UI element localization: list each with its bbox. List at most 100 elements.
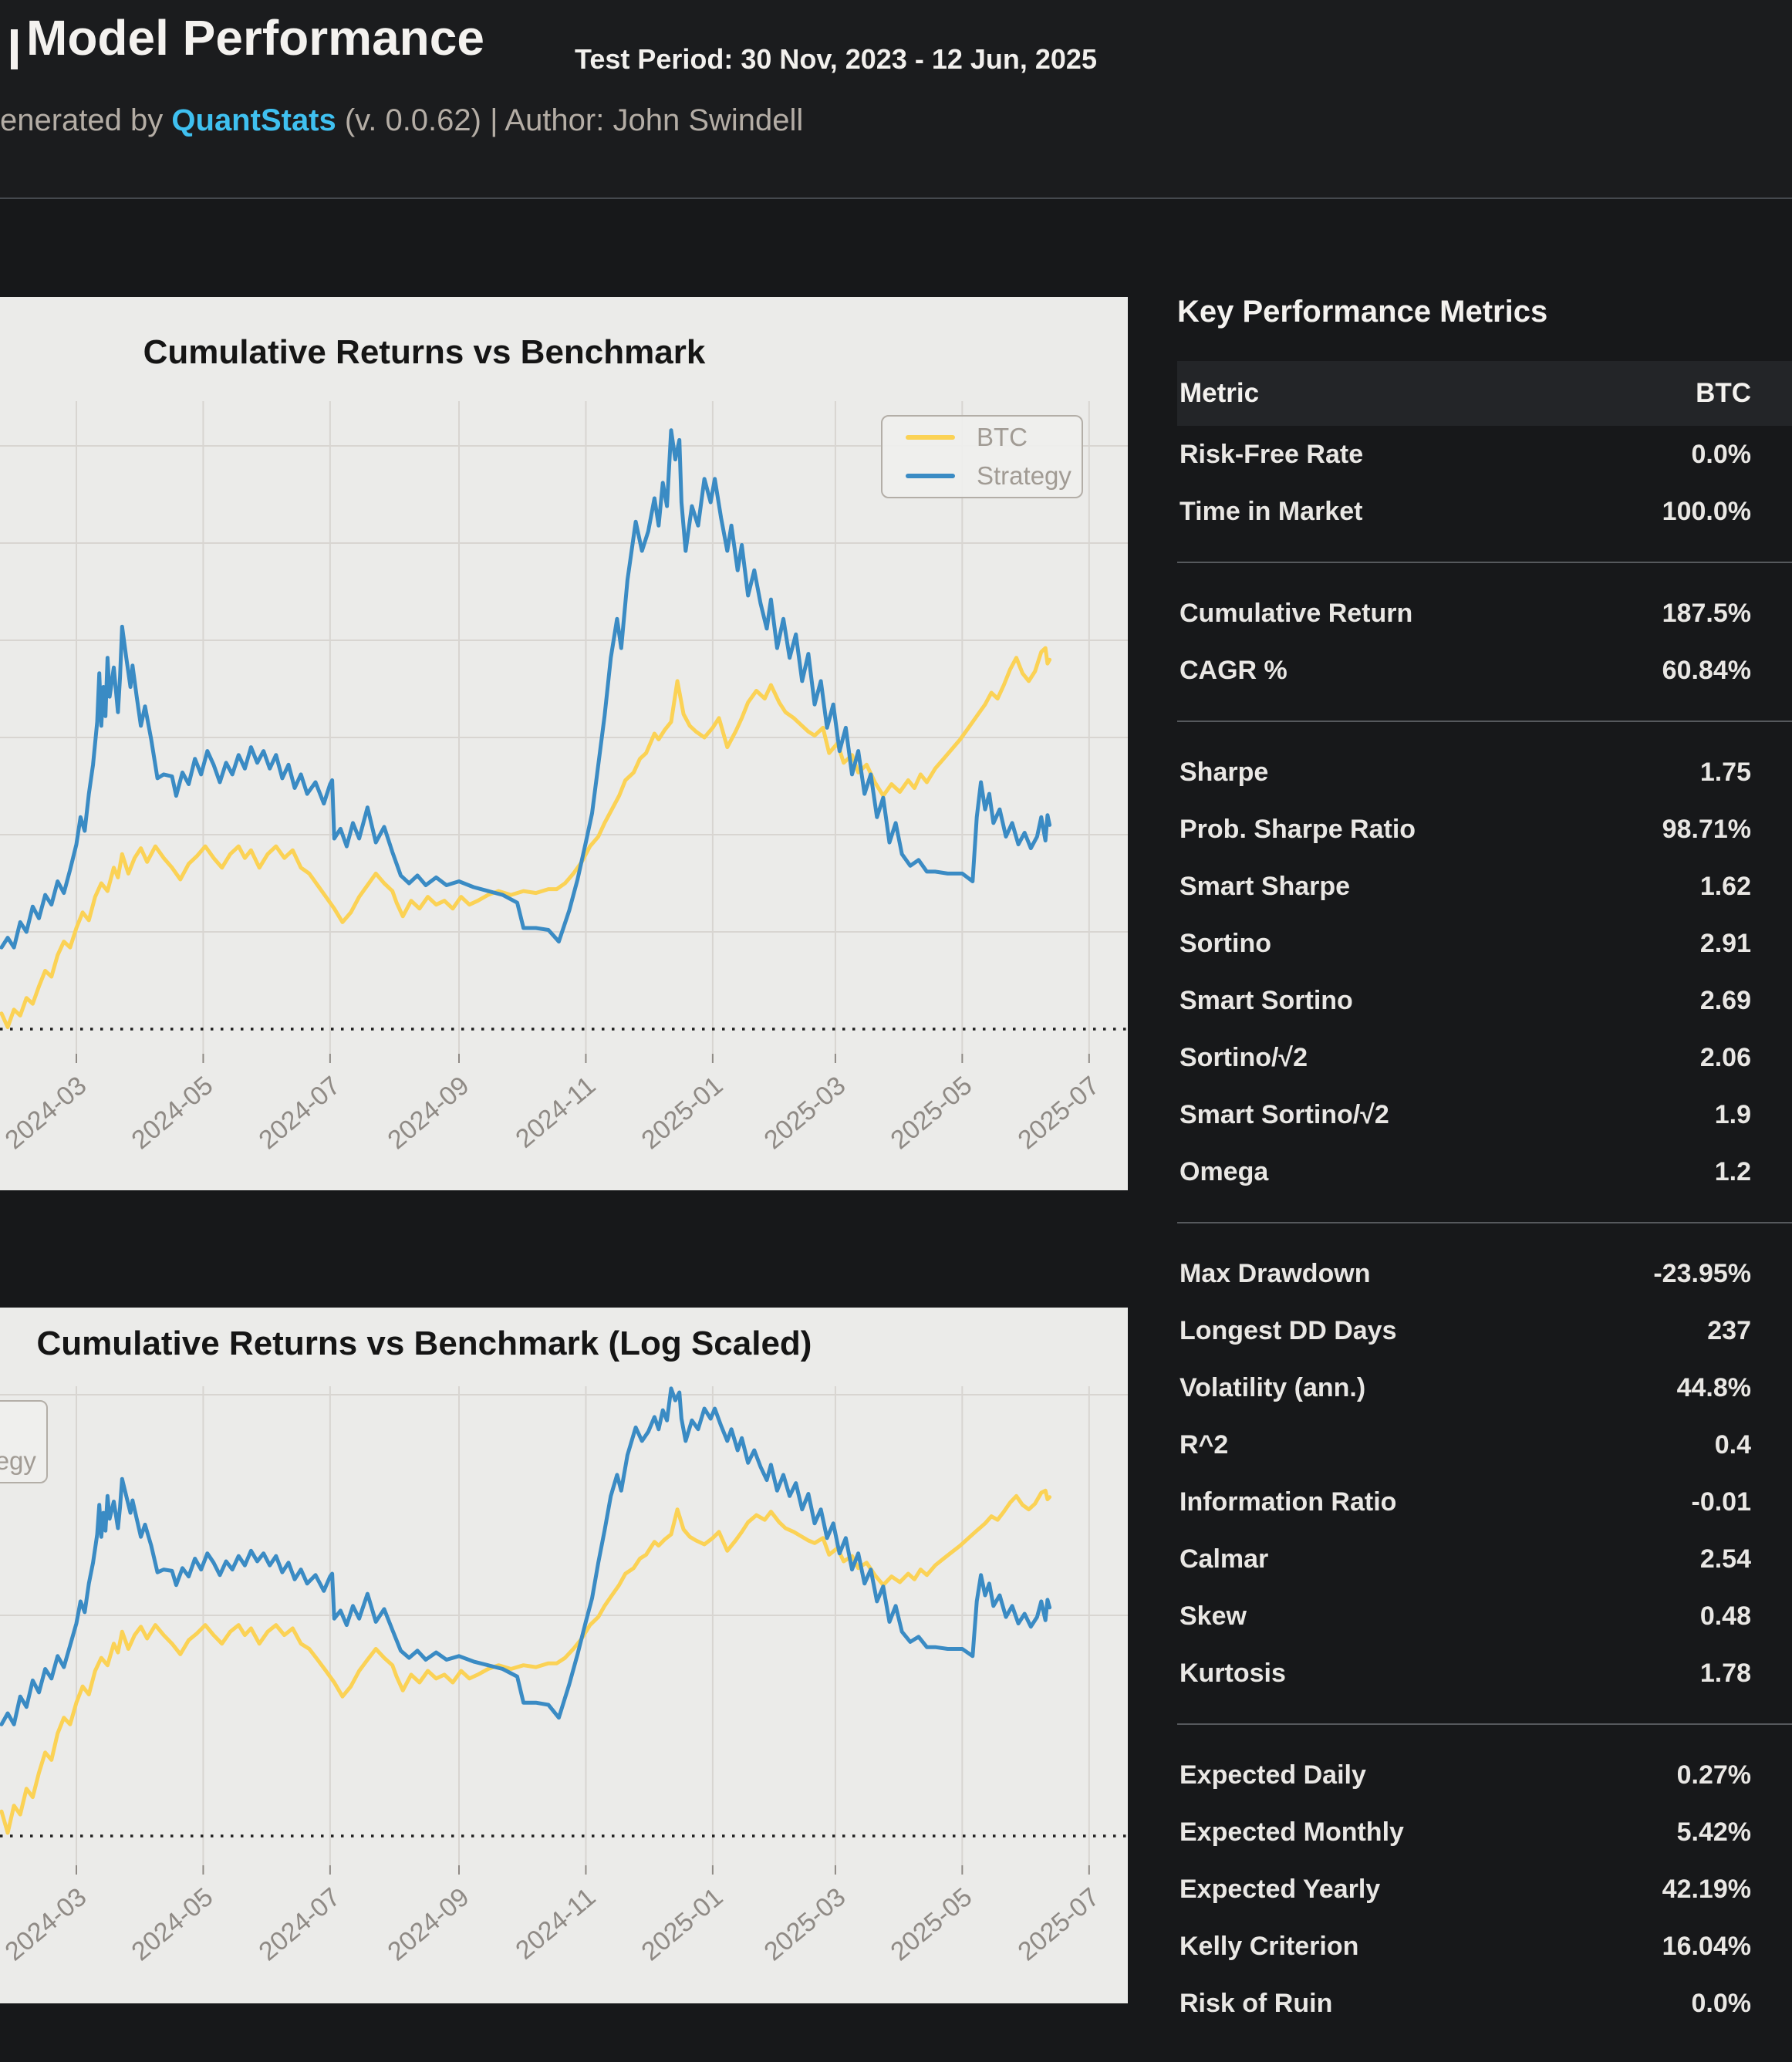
legend-item: Strategy	[883, 460, 1082, 492]
metric-row: Skew 0.48	[1177, 1588, 1792, 1645]
metric-value: 187.5%	[1662, 598, 1751, 628]
metric-row: Sortino/√2 2.06	[1177, 1029, 1792, 1086]
metric-value: 1.2	[1714, 1156, 1751, 1186]
cropped-glyph-fragment	[11, 29, 18, 69]
metric-row: Calmar 2.54	[1177, 1530, 1792, 1588]
metric-value: 0.27%	[1676, 1760, 1751, 1790]
metric-label: Sortino/√2	[1179, 1042, 1308, 1072]
metric-value: 44.8%	[1676, 1372, 1751, 1402]
column-header-benchmark: BTC	[1696, 378, 1751, 408]
legend-item: BTC	[883, 421, 1082, 454]
metric-label: Longest DD Days	[1179, 1315, 1397, 1345]
metric-row: Smart Sortino/√2 1.9	[1177, 1086, 1792, 1143]
metric-label: Prob. Sharpe Ratio	[1179, 814, 1416, 844]
metric-label: Expected Daily	[1179, 1760, 1366, 1790]
metric-row: Risk of Ruin 0.0%	[1177, 1975, 1792, 2032]
generated-by-suffix: (v. 0.0.62) | Author: John Swindell	[336, 103, 804, 137]
metric-value: 0.0%	[1691, 439, 1752, 469]
metric-value: 100.0%	[1662, 496, 1751, 526]
metric-label: Risk of Ruin	[1179, 1988, 1333, 2018]
metric-row: Longest DD Days 237	[1177, 1302, 1792, 1359]
metric-label: Kelly Criterion	[1179, 1931, 1359, 1961]
metric-label: Smart Sortino/√2	[1179, 1099, 1389, 1129]
legend-label: Strategy	[0, 1446, 36, 1475]
metrics-table-body: Risk-Free Rate 0.0% Time in Market 100.0% Cu…	[1177, 426, 1792, 2032]
metric-row: Smart Sortino 2.69	[1177, 972, 1792, 1029]
metric-row: Expected Monthly 5.42%	[1177, 1804, 1792, 1861]
quantstats-link[interactable]: QuantStats	[171, 103, 336, 137]
log-returns-chart	[0, 1386, 1128, 1875]
metric-value: 98.71%	[1662, 814, 1751, 844]
metric-row: R^2 0.4	[1177, 1416, 1792, 1473]
metric-label: Omega	[1179, 1156, 1269, 1186]
metric-row: Kurtosis 1.78	[1177, 1645, 1792, 1702]
metric-row: Expected Daily 0.27%	[1177, 1746, 1792, 1804]
legend-label: BTC	[977, 423, 1028, 451]
btc-line	[0, 1488, 1052, 1835]
metric-label: Volatility (ann.)	[1179, 1372, 1366, 1402]
metric-value: 5.42%	[1676, 1817, 1751, 1847]
metrics-table-header: Metric BTC	[1177, 361, 1792, 426]
metric-value: 0.48	[1699, 1601, 1751, 1631]
metric-label: Time in Market	[1179, 496, 1363, 526]
key-performance-metrics: Key Performance Metrics Metric BTC Risk-…	[1177, 293, 1792, 2032]
metric-row: Information Ratio -0.01	[1177, 1473, 1792, 1530]
metric-label: Smart Sortino	[1179, 985, 1353, 1015]
metric-row: Kelly Criterion 16.04%	[1177, 1918, 1792, 1975]
report-header: Model Performance Test Period: 30 Nov, 2…	[0, 0, 1792, 199]
cumulative-returns-chart	[0, 401, 1128, 1063]
strategy-line	[0, 1386, 1052, 1726]
legend-label: Strategy	[977, 461, 1071, 490]
metric-row: CAGR % 60.84%	[1177, 642, 1792, 699]
metric-label: Max Drawdown	[1179, 1258, 1371, 1288]
metric-row: Expected Yearly 42.19%	[1177, 1861, 1792, 1918]
metric-row: Volatility (ann.) 44.8%	[1177, 1359, 1792, 1416]
metric-label: Information Ratio	[1179, 1487, 1397, 1517]
legend-item: Strategy	[0, 1445, 46, 1477]
generated-by-prefix: enerated by	[0, 103, 172, 137]
metric-label: Risk-Free Rate	[1179, 439, 1364, 469]
metric-label: Smart Sharpe	[1179, 871, 1351, 901]
section-divider	[1177, 1200, 1792, 1245]
metric-label: Cumulative Return	[1179, 598, 1413, 628]
strategy-line-swatch-icon	[906, 474, 955, 478]
metric-label: CAGR %	[1179, 655, 1287, 685]
generated-by-line: enerated by QuantStats (v. 0.0.62) | Aut…	[0, 99, 803, 142]
metric-value: 16.04%	[1662, 1931, 1751, 1961]
metric-value: 1.75	[1699, 757, 1751, 787]
metric-label: Kurtosis	[1179, 1658, 1286, 1688]
metric-row: Prob. Sharpe Ratio 98.71%	[1177, 801, 1792, 858]
metric-row: Omega 1.2	[1177, 1143, 1792, 1200]
metric-value: 1.78	[1699, 1658, 1751, 1688]
metric-value: 0.4	[1714, 1429, 1751, 1460]
btc-line	[0, 646, 1052, 1029]
test-period-label: Test Period: 30 Nov, 2023 - 12 Jun, 2025	[575, 43, 1097, 75]
metric-label: Skew	[1179, 1601, 1247, 1631]
log-returns-panel: Cumulative Returns vs Benchmark (Log Sca…	[0, 1308, 1128, 2003]
chart-title-log: Cumulative Returns vs Benchmark (Log Sca…	[36, 1325, 812, 1362]
metric-value: 237	[1707, 1315, 1751, 1345]
page-title: Model Performance	[26, 10, 484, 66]
chart-title-linear: Cumulative Returns vs Benchmark	[143, 333, 706, 371]
metric-value: 1.62	[1699, 871, 1751, 901]
metric-label: Expected Yearly	[1179, 1874, 1381, 1904]
metric-row: Smart Sharpe 1.62	[1177, 858, 1792, 915]
legend-linear-chart: BTC Strategy	[881, 415, 1083, 498]
metric-row: Max Drawdown -23.95%	[1177, 1245, 1792, 1302]
metric-value: 1.9	[1714, 1099, 1751, 1129]
metric-value: 42.19%	[1662, 1874, 1751, 1904]
btc-line-swatch-icon	[906, 435, 955, 440]
legend-item: BTC	[0, 1406, 46, 1439]
column-header-metric: Metric	[1179, 378, 1260, 408]
strategy-line	[0, 428, 1052, 950]
cumulative-returns-panel: Cumulative Returns vs Benchmark BTC Strat…	[0, 297, 1128, 1190]
section-divider	[1177, 540, 1792, 585]
metric-row: Sortino 2.91	[1177, 915, 1792, 972]
metric-value: -23.95%	[1653, 1258, 1751, 1288]
section-divider	[1177, 1702, 1792, 1746]
metric-label: Expected Monthly	[1179, 1817, 1404, 1847]
metric-value: 2.54	[1699, 1544, 1751, 1574]
metric-value: 2.91	[1699, 928, 1751, 958]
section-divider	[1177, 699, 1792, 744]
